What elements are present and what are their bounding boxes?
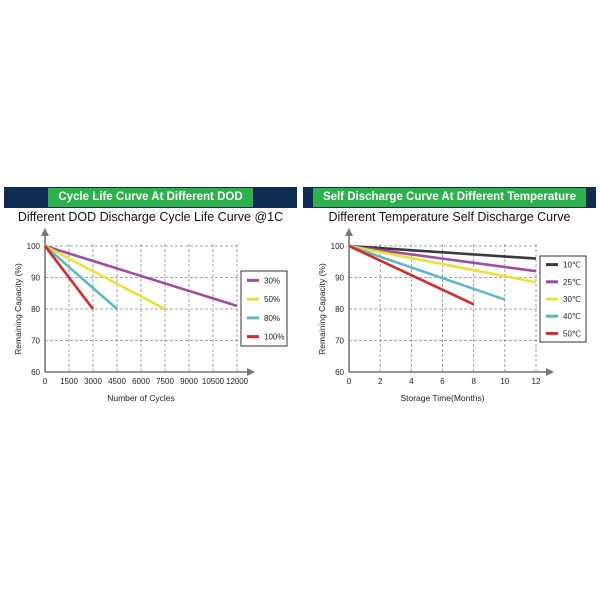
x-tick-label: 7500 <box>156 377 174 386</box>
x-axis-label: Number of Cycles <box>107 393 175 403</box>
legend-box <box>240 270 288 347</box>
y-tick-label: 80 <box>335 305 344 314</box>
x-tick-label: 4 <box>409 377 414 386</box>
y-tick-label: 90 <box>31 274 40 283</box>
cycle-life-chart: 60 70 80 90 100 0 1500 3000 4500 6000 7500 9000 1050… <box>13 228 288 403</box>
x-axis-arrow <box>546 368 554 376</box>
x-tick-label: 1500 <box>60 377 78 386</box>
legend-label-4: 50℃ <box>563 329 581 338</box>
x-tick-label: 0 <box>43 377 48 386</box>
x-tick-label: 0 <box>347 377 352 386</box>
legend-label-3: 100% <box>264 333 284 342</box>
legend-label-1: 50% <box>264 295 280 304</box>
series-line-4 <box>348 244 475 306</box>
self-discharge-chart-title: Different Temperature Self Discharge Cur… <box>328 210 571 224</box>
y-tick-label: 60 <box>31 368 40 377</box>
x-tick-label: 3000 <box>84 377 102 386</box>
series-line-2 <box>348 244 537 284</box>
legend-label-2: 30℃ <box>563 295 581 304</box>
legend-label-2: 80% <box>264 314 280 323</box>
legend-label-0: 10℃ <box>563 261 581 270</box>
series-line-1 <box>348 244 537 273</box>
self-discharge-chart: 60 70 80 90 100 0 2 4 6 8 10 12 Storage Time(Months)… <box>317 228 587 403</box>
x-tick-label: 9000 <box>180 377 198 386</box>
y-tick-label: 60 <box>335 368 344 377</box>
x-tick-label: 10500 <box>202 377 225 386</box>
x-tick-label: 12000 <box>226 377 249 386</box>
x-tick-label: 10 <box>500 377 509 386</box>
self-discharge-panel: Self Discharge Curve At Different Temper… <box>303 187 596 412</box>
x-tick-label: 12 <box>532 377 541 386</box>
y-tick-label: 90 <box>335 274 344 283</box>
series-line-0 <box>44 244 238 308</box>
y-axis-arrow <box>41 228 49 236</box>
series-line-2 <box>44 245 118 310</box>
y-tick-label: 70 <box>31 337 40 346</box>
legend-label-3: 40℃ <box>563 312 581 321</box>
x-tick-label: 8 <box>471 377 476 386</box>
series-line-0 <box>348 244 537 260</box>
y-axis-label: Remaining Capacity (%) <box>13 263 23 355</box>
self-discharge-banner: Self Discharge Curve At Different Temper… <box>303 187 596 208</box>
x-axis-label: Storage Time(Months) <box>400 393 484 403</box>
y-axis-label: Remaining Capacity (%) <box>317 263 327 355</box>
series-line-1 <box>44 244 166 311</box>
y-axis-arrow <box>345 228 353 236</box>
x-tick-label: 2 <box>378 377 383 386</box>
x-tick-label: 4500 <box>108 377 126 386</box>
y-tick-label: 70 <box>335 337 344 346</box>
series-line-3 <box>43 245 95 310</box>
x-tick-label: 6000 <box>132 377 150 386</box>
legend-label-1: 25℃ <box>563 278 581 287</box>
y-tick-label: 80 <box>31 305 40 314</box>
y-tick-label: 100 <box>27 242 41 251</box>
x-axis-arrow <box>247 368 255 376</box>
self-discharge-banner-text: Self Discharge Curve At Different Temper… <box>312 188 587 207</box>
series-line-3 <box>348 244 506 301</box>
cycle-life-panel: Cycle Life Curve At Different DOD Differ… <box>4 187 297 412</box>
legend-label-0: 30% <box>264 276 280 285</box>
cycle-life-banner: Cycle Life Curve At Different DOD <box>4 187 297 208</box>
cycle-life-chart-title: Different DOD Discharge Cycle Life Curve… <box>17 210 284 224</box>
cycle-life-banner-text: Cycle Life Curve At Different DOD <box>48 188 253 207</box>
x-tick-label: 6 <box>440 377 445 386</box>
y-tick-label: 100 <box>331 242 345 251</box>
